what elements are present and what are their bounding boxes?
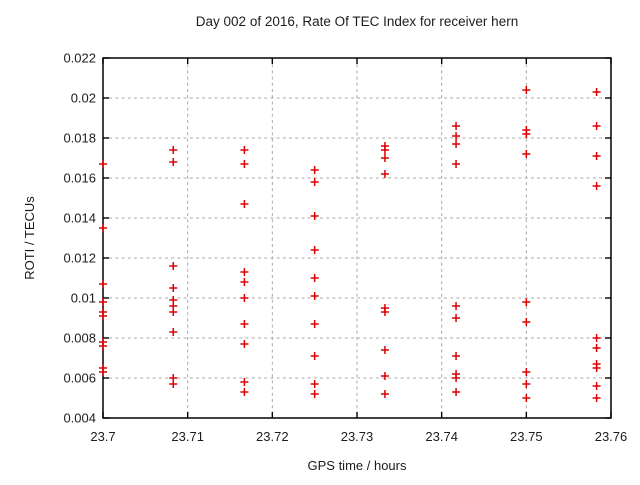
- data-point-marker: [240, 268, 249, 276]
- y-tick-label: 0.004: [63, 411, 96, 426]
- data-point-marker: [522, 298, 531, 306]
- data-point-marker: [169, 262, 178, 270]
- data-point-marker: [452, 302, 461, 310]
- data-point-marker: [310, 166, 319, 174]
- x-tick-label: 23.72: [256, 429, 289, 444]
- data-point-marker: [380, 372, 389, 380]
- data-point-marker: [522, 318, 531, 326]
- data-point-marker: [99, 298, 107, 306]
- x-tick-label: 23.73: [341, 429, 374, 444]
- data-point-marker: [522, 86, 531, 94]
- data-point-marker: [310, 292, 319, 300]
- data-point-marker: [380, 390, 389, 398]
- x-tick-label: 23.74: [425, 429, 458, 444]
- data-point-marker: [99, 280, 107, 288]
- data-point-marker: [310, 390, 319, 398]
- data-point-marker: [522, 130, 531, 138]
- data-point-marker: [240, 294, 249, 302]
- data-point-marker: [592, 382, 601, 390]
- data-point-marker: [169, 158, 178, 166]
- data-point-marker: [452, 132, 461, 140]
- data-point-marker: [592, 88, 601, 96]
- data-point-marker: [240, 200, 249, 208]
- y-tick-label: 0.016: [63, 171, 96, 186]
- data-point-marker: [169, 308, 178, 316]
- data-point-marker: [452, 160, 461, 168]
- data-point-marker: [99, 342, 107, 350]
- x-tick-labels: 23.7 23.71 23.72 23.73 23.74 23.75 23.76: [90, 429, 627, 444]
- data-point-marker: [240, 340, 249, 348]
- data-point-marker: [310, 380, 319, 388]
- data-point-marker: [310, 212, 319, 220]
- data-point-marker: [310, 178, 319, 186]
- data-point-marker: [310, 320, 319, 328]
- data-point-marker: [99, 368, 107, 376]
- data-point-marker: [592, 394, 601, 402]
- data-point-marker: [240, 278, 249, 286]
- data-point-marker: [310, 352, 319, 360]
- data-point-marker: [380, 170, 389, 178]
- data-point-marker: [452, 374, 461, 382]
- data-point-marker: [380, 308, 389, 316]
- data-point-marker: [240, 320, 249, 328]
- data-point-marker: [592, 334, 601, 342]
- y-tick-label: 0.02: [71, 91, 96, 106]
- y-tick-label: 0.006: [63, 371, 96, 386]
- data-point-marker: [240, 378, 249, 386]
- data-point-marker: [380, 146, 389, 154]
- data-point-marker: [240, 146, 249, 154]
- x-tick-label: 23.7: [90, 429, 115, 444]
- data-point-marker: [452, 140, 461, 148]
- x-tick-label: 23.75: [510, 429, 543, 444]
- data-point-marker: [240, 160, 249, 168]
- data-point-marker: [592, 364, 601, 372]
- y-tick-label: 0.01: [71, 291, 96, 306]
- data-point-marker: [99, 160, 107, 168]
- data-point-marker: [310, 274, 319, 282]
- x-axis-label: GPS time / hours: [308, 458, 407, 473]
- gridlines: [103, 58, 611, 418]
- y-tick-label: 0.022: [63, 51, 96, 66]
- data-point-marker: [522, 394, 531, 402]
- y-tick-label: 0.014: [63, 211, 96, 226]
- data-point-marker: [310, 246, 319, 254]
- data-point-marker: [240, 388, 249, 396]
- data-point-marker: [522, 380, 531, 388]
- axis-ticks: [102, 57, 612, 419]
- data-point-marker: [592, 344, 601, 352]
- data-point-marker: [592, 152, 601, 160]
- data-point-marker: [592, 122, 601, 130]
- data-point-marker: [452, 122, 461, 130]
- data-point-marker: [169, 146, 178, 154]
- data-point-marker: [452, 314, 461, 322]
- data-point-marker: [99, 312, 107, 320]
- x-tick-label: 23.76: [595, 429, 628, 444]
- data-point-marker: [380, 346, 389, 354]
- chart-title: Day 002 of 2016, Rate Of TEC Index for r…: [196, 14, 518, 29]
- data-point-marker: [380, 154, 389, 162]
- data-point-marker: [522, 150, 531, 158]
- data-point-marker: [169, 284, 178, 292]
- y-tick-label: 0.018: [63, 131, 96, 146]
- x-tick-label: 23.71: [171, 429, 204, 444]
- data-point-marker: [452, 352, 461, 360]
- data-points: [99, 86, 601, 402]
- data-point-marker: [99, 224, 107, 232]
- y-tick-labels: 0.004 0.006 0.008 0.01 0.012 0.014 0.016 0.018 0…: [63, 51, 96, 426]
- data-point-marker: [452, 388, 461, 396]
- data-point-marker: [592, 182, 601, 190]
- y-tick-label: 0.012: [63, 251, 96, 266]
- data-point-marker: [522, 368, 531, 376]
- data-point-marker: [169, 380, 178, 388]
- y-axis-label: ROTI / TECUs: [22, 196, 37, 280]
- data-point-marker: [169, 328, 178, 336]
- y-tick-label: 0.008: [63, 331, 96, 346]
